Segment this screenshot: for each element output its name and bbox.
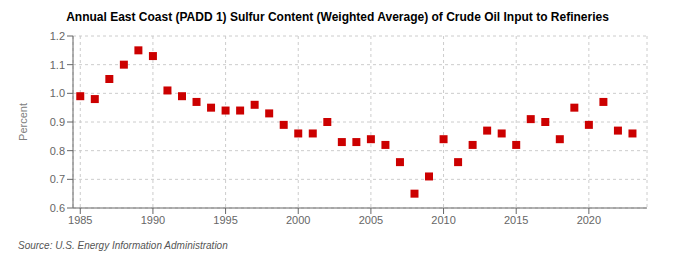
svg-text:Percent: Percent [17, 103, 29, 141]
svg-text:0.9: 0.9 [50, 116, 65, 128]
svg-text:2020: 2020 [577, 214, 601, 226]
svg-text:2000: 2000 [286, 214, 310, 226]
svg-text:1995: 1995 [213, 214, 237, 226]
svg-text:1985: 1985 [68, 214, 92, 226]
html-text:Annual East Coast (PADD 1) Sul: Annual East Coast (PADD 1) Sulfur Conten… [66, 10, 609, 24]
svg-text:2005: 2005 [359, 214, 383, 226]
svg-text:0.8: 0.8 [50, 145, 65, 157]
svg-text:2015: 2015 [504, 214, 528, 226]
svg-text:2010: 2010 [431, 214, 455, 226]
svg-text:1.2: 1.2 [50, 30, 65, 42]
svg-text:1990: 1990 [141, 214, 165, 226]
svg-text:0.7: 0.7 [50, 173, 65, 185]
svg-text:1.1: 1.1 [50, 59, 65, 71]
html-text:Source: U.S. Energy Informatio: Source: U.S. Energy Information Administ… [18, 240, 228, 251]
svg-text:0.6: 0.6 [50, 202, 65, 214]
svg-text:1.0: 1.0 [50, 87, 65, 99]
